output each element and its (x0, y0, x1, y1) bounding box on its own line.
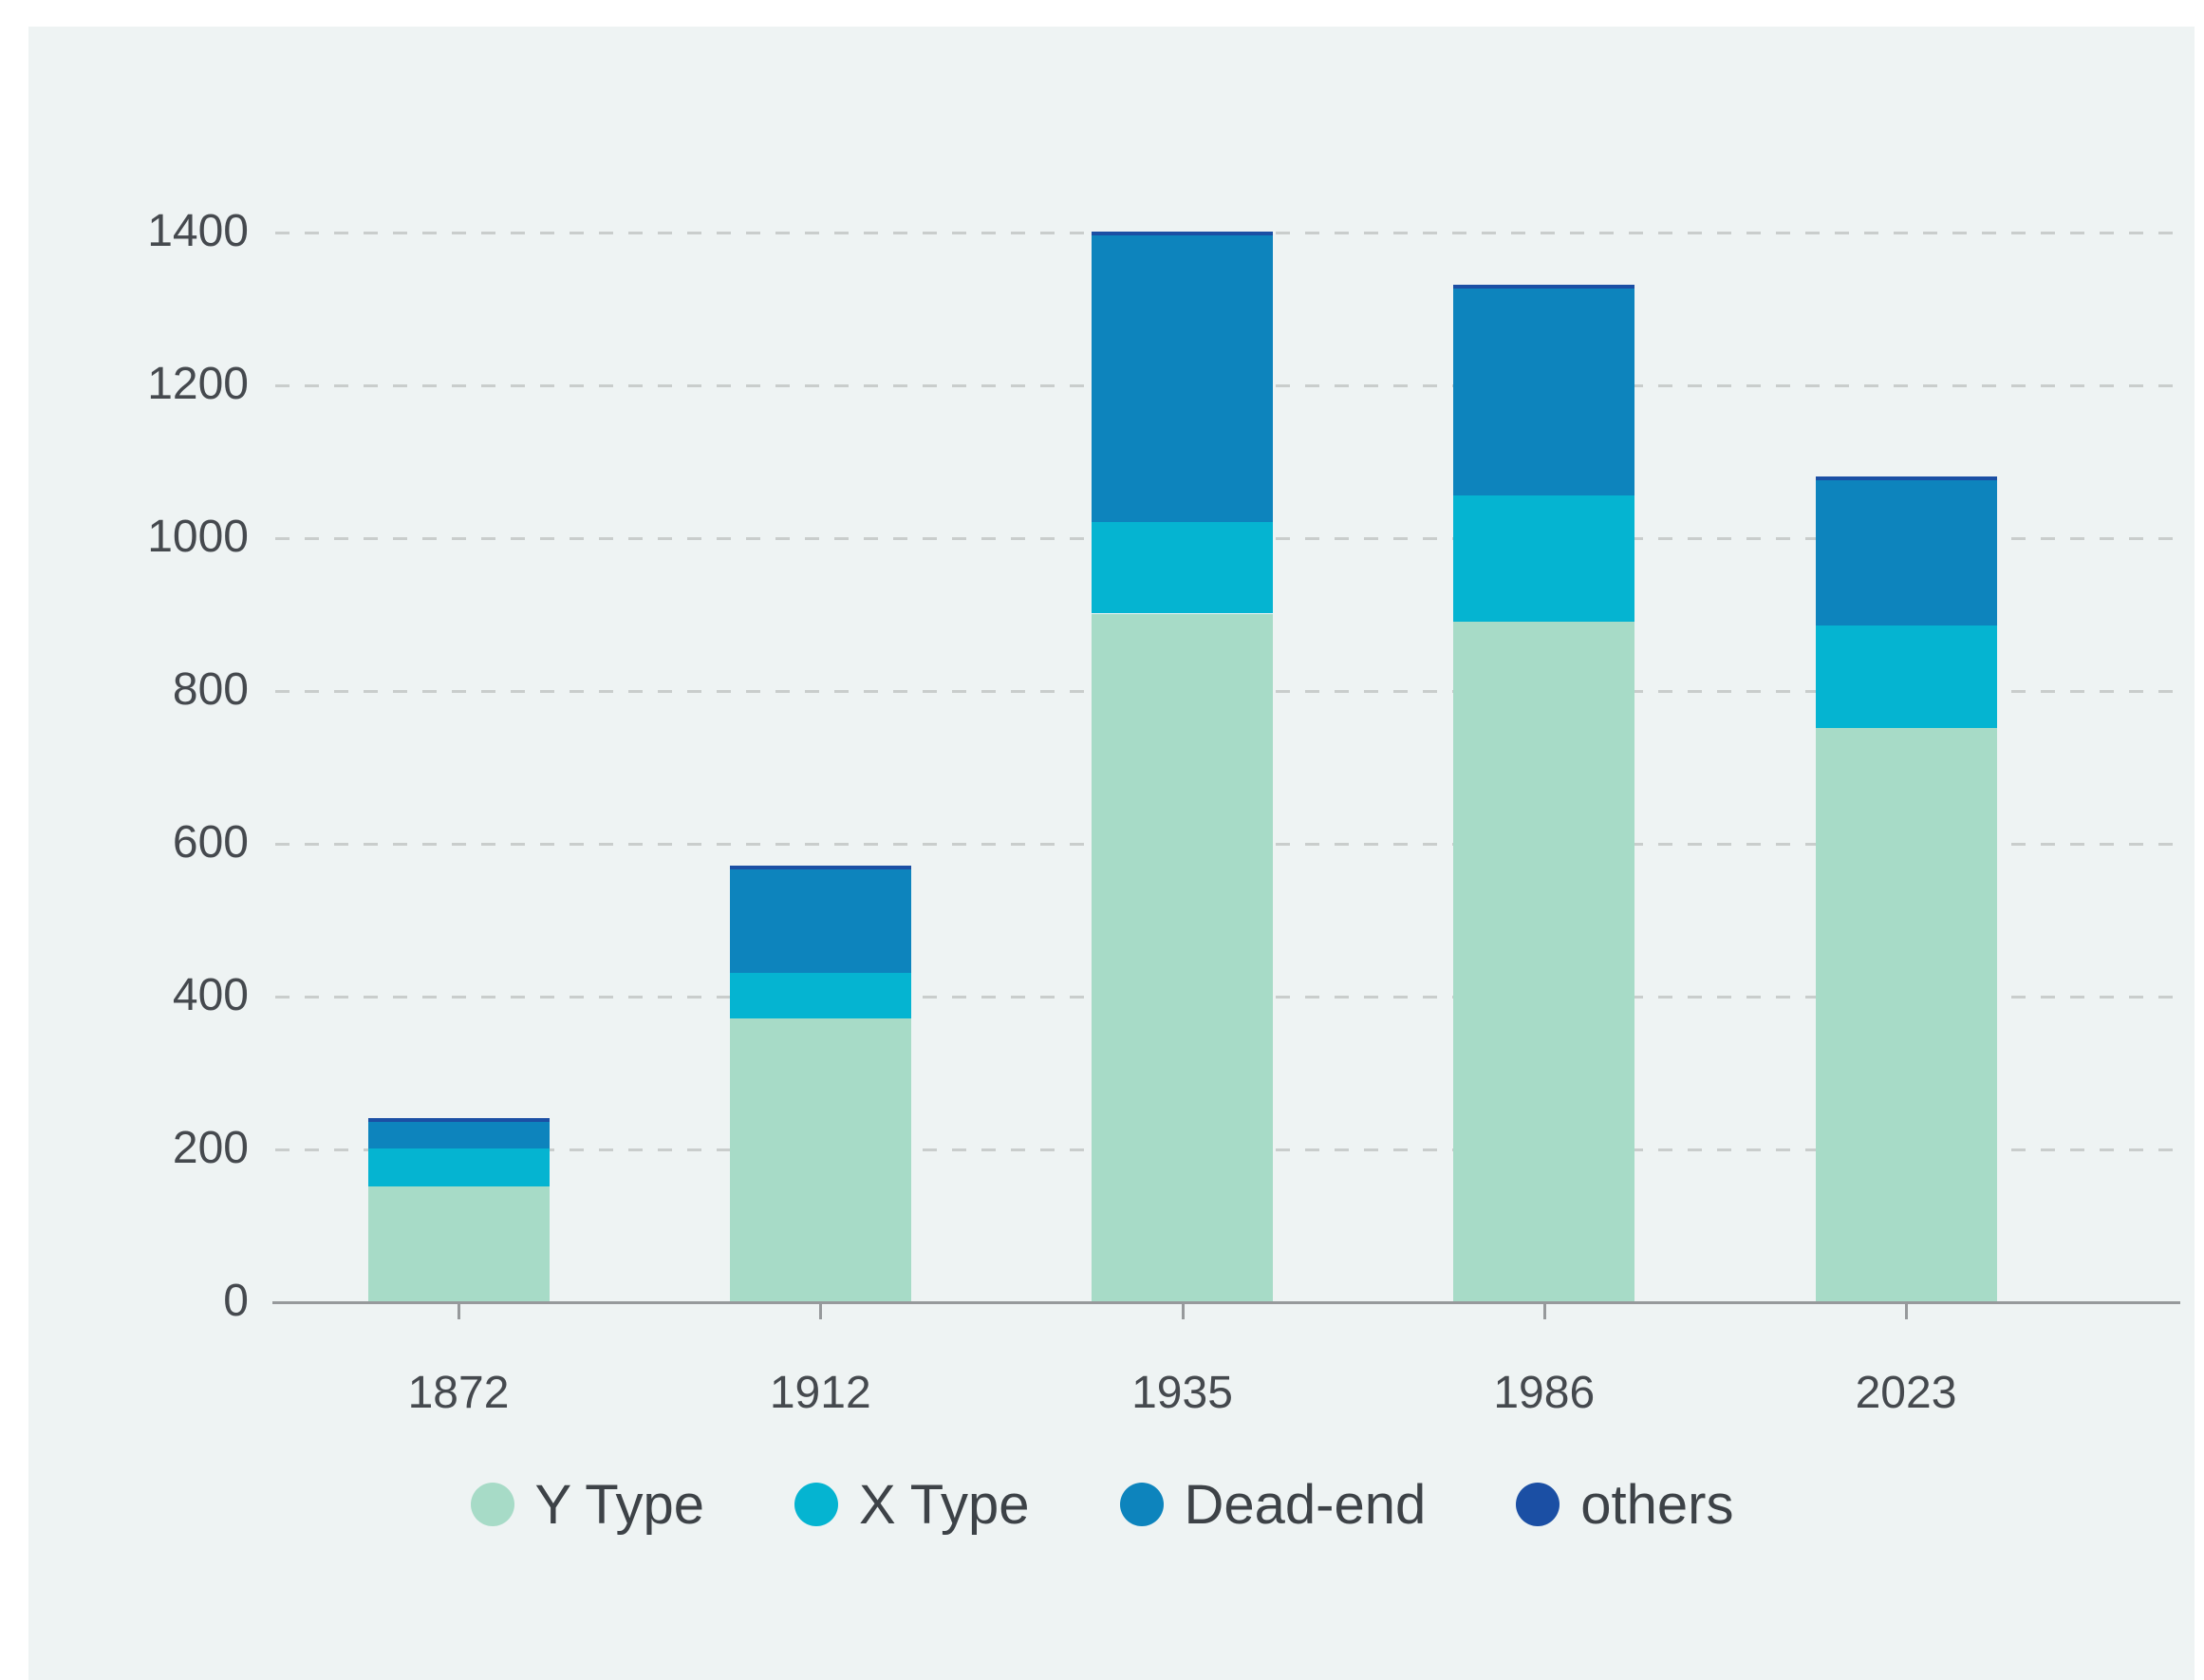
x-axis-tick (1542, 1304, 1546, 1319)
y-axis-tick-label: 1400 (147, 206, 249, 256)
bar-segment-x-type[interactable] (1815, 625, 1997, 729)
legend-item-x-type[interactable]: X Type (794, 1473, 1030, 1537)
bar-segment-x-type[interactable] (1092, 521, 1273, 614)
legend-label: Dead-end (1184, 1473, 1427, 1536)
x-axis-tick-label: 1912 (769, 1368, 871, 1418)
bar-segment-dead-end[interactable] (1453, 289, 1635, 495)
bar-segment-others[interactable] (1453, 285, 1635, 289)
y-axis-tick-label: 800 (172, 664, 249, 715)
legend-label: X Type (859, 1473, 1030, 1536)
legend-swatch-icon (1119, 1483, 1164, 1526)
x-axis-line (272, 1301, 2180, 1304)
bar-segment-x-type[interactable] (729, 972, 911, 1019)
legend-item-others[interactable]: others (1516, 1473, 1733, 1537)
legend: Y Type X Type Dead-end others (0, 1462, 2204, 1547)
bar-segment-y-type[interactable] (1092, 613, 1273, 1301)
x-axis-tick-label: 1935 (1131, 1368, 1233, 1418)
legend-swatch-icon (794, 1483, 838, 1526)
bar-segment-y-type[interactable] (1453, 621, 1635, 1301)
y-axis-tick-label: 0 (223, 1276, 249, 1326)
legend-swatch-icon (470, 1483, 514, 1526)
x-axis-tick (1181, 1304, 1185, 1319)
bar-segment-y-type[interactable] (1815, 728, 1997, 1301)
y-axis-tick-label: 1200 (147, 359, 249, 409)
legend-swatch-icon (1516, 1483, 1560, 1526)
y-axis-tick-label: 1000 (147, 512, 249, 562)
x-axis-tick-label: 1986 (1493, 1368, 1596, 1418)
legend-item-dead-end[interactable]: Dead-end (1119, 1473, 1427, 1537)
bar-segment-others[interactable] (1092, 232, 1273, 236)
y-axis-tick-label: 400 (172, 970, 249, 1020)
bar-segment-others[interactable] (367, 1117, 550, 1122)
legend-item-y-type[interactable]: Y Type (470, 1473, 704, 1537)
x-axis-tick-label: 1872 (407, 1368, 510, 1418)
bar-segment-dead-end[interactable] (1092, 235, 1273, 522)
bar-segment-dead-end[interactable] (367, 1121, 550, 1148)
bar-segment-dead-end[interactable] (1815, 479, 1997, 625)
bar-segment-y-type[interactable] (729, 1018, 911, 1301)
y-axis-tick-label: 200 (172, 1123, 249, 1173)
bar-segment-y-type[interactable] (367, 1186, 550, 1301)
legend-label: Y Type (534, 1473, 704, 1536)
x-axis-tick-label: 2023 (1855, 1368, 1957, 1418)
y-axis-tick-label: 600 (172, 817, 249, 868)
plot-area: 0 200 400 600 800 1000 1200 1400 1872 1912 1935 198… (28, 27, 2195, 1680)
x-axis-tick (1905, 1304, 1908, 1319)
bar-segment-others[interactable] (1815, 476, 1997, 480)
bar-segment-x-type[interactable] (367, 1148, 550, 1187)
legend-label: others (1580, 1473, 1734, 1536)
x-axis-tick (819, 1304, 823, 1319)
x-axis-tick (458, 1304, 460, 1319)
chart-panel: 0 200 400 600 800 1000 1200 1400 1872 1912 1935 198… (28, 27, 2195, 1680)
bar-segment-others[interactable] (729, 866, 911, 870)
bar-segment-x-type[interactable] (1453, 495, 1635, 622)
bar-segment-dead-end[interactable] (729, 869, 911, 973)
